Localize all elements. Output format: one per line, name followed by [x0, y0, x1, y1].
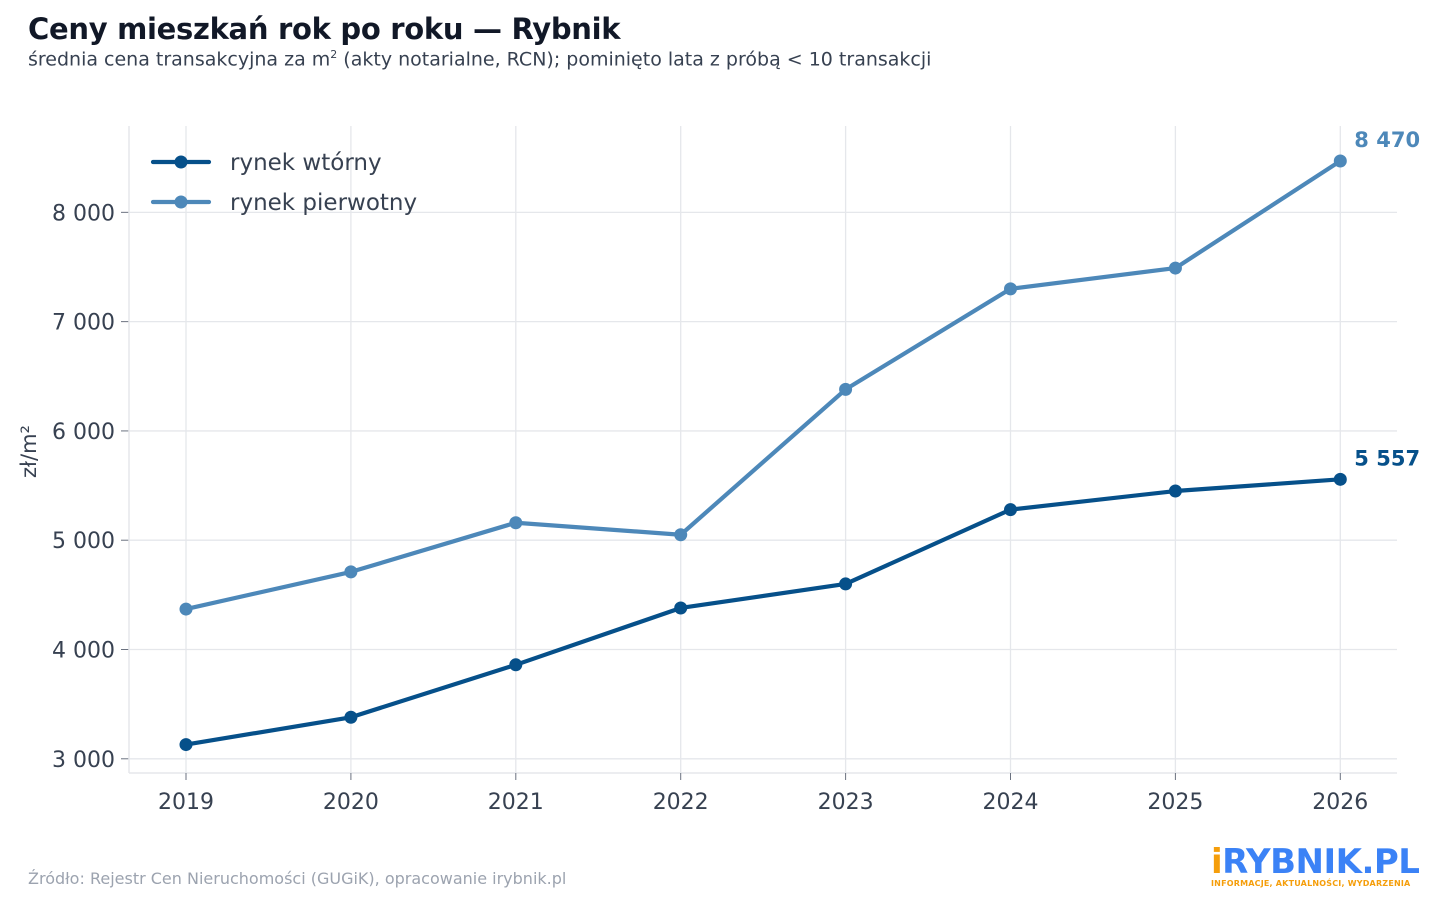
- irybnik-logo: iRYBNIK.PL INFORMACJE, AKTUALNOŚCI, WYDA…: [1211, 843, 1420, 893]
- x-tick-label: 2021: [488, 790, 544, 815]
- subtitle-text: średnia cena transakcyjna za m: [28, 48, 331, 71]
- subtitle-text-rest: (akty notarialne, RCN); pominięto lata z…: [337, 48, 932, 71]
- secondary-market-series-line: [183, 477, 1343, 747]
- primary-market-end-label: 8 470: [1354, 128, 1420, 152]
- primary-market-data-point: [674, 528, 688, 542]
- secondary-market-legend-marker: [174, 155, 188, 169]
- primary-market-series-line: [183, 158, 1343, 612]
- primary-market-data-point: [839, 382, 853, 396]
- y-tick-label: 7 000: [52, 311, 115, 336]
- x-tick-label: 2023: [818, 790, 874, 815]
- y-tick-label: 4 000: [52, 639, 115, 664]
- y-tick-label: 5 000: [52, 529, 115, 554]
- secondary-market-end-label: 5 557: [1354, 446, 1420, 470]
- logo-wordmark: iRYBNIK.PL: [1211, 842, 1420, 882]
- primary-market-data-point: [1004, 282, 1017, 296]
- x-tick-label: 2019: [158, 790, 214, 815]
- secondary-market-data-point: [1333, 472, 1347, 486]
- secondary-market-data-point: [1168, 484, 1182, 498]
- x-tick-label: 2026: [1312, 790, 1368, 815]
- source-note: Źródło: Rejestr Cen Nieruchomości (GUGiK…: [28, 869, 567, 888]
- primary-market-data-point: [509, 516, 523, 530]
- primary-market-data-point: [344, 565, 358, 579]
- y-tick-label: 8 000: [52, 201, 115, 226]
- primary-market-data-point: [1333, 154, 1347, 168]
- secondary-market-legend-label: rynek wtórny: [230, 150, 382, 176]
- logo-tagline: INFORMACJE, AKTUALNOŚCI, WYDARZENIA: [1211, 879, 1411, 888]
- y-tick-label: 3 000: [52, 748, 115, 773]
- primary-market-legend-marker: [174, 195, 188, 209]
- x-tick-label: 2025: [1147, 790, 1203, 815]
- subtitle-superscript: 2: [330, 48, 338, 61]
- y-tick-label: 6 000: [52, 420, 115, 445]
- primary-market-data-point: [179, 602, 193, 616]
- x-tick-label: 2020: [323, 790, 379, 815]
- secondary-market-data-point: [1004, 503, 1017, 517]
- y-axis-label: zł/m²: [17, 425, 41, 478]
- secondary-market-data-point: [509, 658, 523, 672]
- x-tick-label: 2024: [983, 790, 1039, 815]
- primary-market-data-point: [1168, 261, 1182, 275]
- secondary-market-data-point: [839, 577, 853, 591]
- chart-subtitle: średnia cena transakcyjna za m2 (akty no…: [28, 48, 931, 70]
- x-tick-label: 2022: [653, 790, 709, 815]
- secondary-market-data-point: [674, 601, 688, 615]
- chart-title: Ceny mieszkań rok po roku — Rybnik: [28, 12, 621, 46]
- secondary-market-data-point: [179, 738, 193, 752]
- secondary-market-data-point: [344, 710, 358, 724]
- primary-market-legend-label: rynek pierwotny: [230, 190, 417, 216]
